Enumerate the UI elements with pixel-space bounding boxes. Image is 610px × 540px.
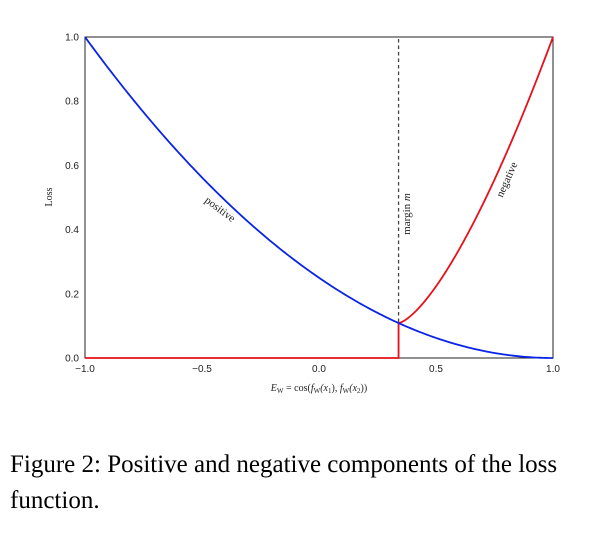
y-axis-ticks: 0.0 0.2 0.4 0.6 0.8 1.0 <box>65 33 79 365</box>
y-tick-label: 0.2 <box>65 289 79 300</box>
x-tick-label: 0.0 <box>312 364 326 375</box>
y-tick-label: 0.6 <box>65 161 79 172</box>
loss-chart: −1.0 −0.5 0.0 0.5 1.0 0.0 0.2 0.4 0.6 0.8 1.0 Los… <box>44 33 560 396</box>
x-axis-ticks: −1.0 −0.5 0.0 0.5 1.0 <box>75 364 560 375</box>
x-tick-label: 0.5 <box>429 364 443 375</box>
y-tick-label: 0.4 <box>65 225 79 236</box>
margin-line-label: margin m <box>401 193 413 235</box>
positive-series-line <box>84 36 554 359</box>
y-tick-label: 0.0 <box>65 354 79 365</box>
y-tick-label: 1.0 <box>65 33 79 44</box>
positive-curve-label: positive <box>202 194 237 225</box>
negative-series-line <box>85 36 554 359</box>
plot-frame <box>84 36 554 359</box>
x-tick-label: −0.5 <box>192 364 212 375</box>
negative-curve-label: negative <box>494 160 520 199</box>
x-tick-label: −1.0 <box>75 364 95 375</box>
x-axis-label: EW = cos(fW(x1), fW(x2)) <box>270 383 367 395</box>
y-tick-label: 0.8 <box>65 97 79 108</box>
series-layer <box>84 36 554 359</box>
x-tick-label: 1.0 <box>546 364 560 375</box>
figure-caption: Figure 2: Positive and negative componen… <box>10 451 558 514</box>
y-axis-label: Loss <box>44 187 55 206</box>
